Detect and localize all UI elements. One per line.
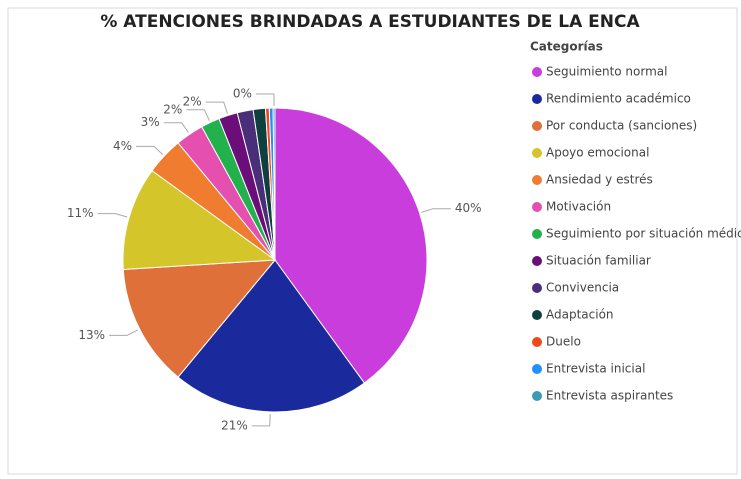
- legend-marker: [532, 148, 542, 158]
- leader-line: [163, 122, 189, 133]
- leader-line: [205, 101, 228, 114]
- data-label: 4%: [113, 139, 132, 153]
- legend-label: Adaptación: [546, 308, 614, 322]
- data-label: 2%: [183, 95, 202, 109]
- leader-line: [109, 329, 139, 336]
- pie-slice: [274, 107, 428, 384]
- legend-label: Por conducta (sanciones): [546, 119, 697, 133]
- leader-line: [255, 93, 275, 107]
- pie-slice: [122, 259, 277, 378]
- leader-line: [421, 208, 451, 213]
- data-label: 13%: [78, 328, 105, 342]
- leader-line: [97, 213, 128, 218]
- legend-label: Entrevista aspirantes: [546, 389, 673, 403]
- leader-line: [135, 145, 164, 155]
- data-label: 0%: [233, 87, 252, 101]
- legend-marker: [532, 310, 542, 320]
- pie-slice: [122, 169, 277, 271]
- legend-marker: [532, 364, 542, 374]
- legend-label: Rendimiento académico: [546, 92, 691, 106]
- legend-label: Seguimiento por situación médica: [546, 227, 741, 241]
- legend-marker: [532, 94, 542, 104]
- pie-slice: [177, 259, 366, 413]
- legend-label: Apoyo emocional: [546, 146, 649, 160]
- data-label: 3%: [141, 115, 160, 129]
- leader-line: [251, 413, 271, 427]
- legend-marker: [532, 391, 542, 401]
- legend-label: Motivación: [546, 200, 611, 214]
- data-label: 11%: [67, 206, 94, 220]
- frame: [7, 7, 738, 475]
- legend-label: Convivencia: [546, 281, 619, 295]
- legend-marker: [532, 67, 542, 77]
- legend-marker: [532, 256, 542, 266]
- legend-title: Categorías: [530, 40, 603, 54]
- legend-label: Duelo: [546, 335, 581, 349]
- legend-marker: [532, 202, 542, 212]
- legend-marker: [532, 229, 542, 239]
- leader-line: [186, 109, 210, 121]
- data-label: 40%: [455, 201, 482, 215]
- legend-marker: [532, 337, 542, 347]
- data-label: 2%: [163, 102, 182, 116]
- legend-marker: [532, 121, 542, 131]
- legend-label: Ansiedad y estrés: [546, 173, 653, 187]
- legend-label: Entrevista inicial: [546, 362, 645, 376]
- data-label: 21%: [221, 418, 248, 432]
- legend-marker: [532, 175, 542, 185]
- legend-marker: [532, 283, 542, 293]
- legend-label: Situación familiar: [546, 254, 651, 268]
- chart-title: % ATENCIONES BRINDADAS A ESTUDIANTES DE …: [100, 12, 640, 32]
- pie-slice: [272, 107, 276, 261]
- legend-label: Seguimiento normal: [546, 65, 667, 79]
